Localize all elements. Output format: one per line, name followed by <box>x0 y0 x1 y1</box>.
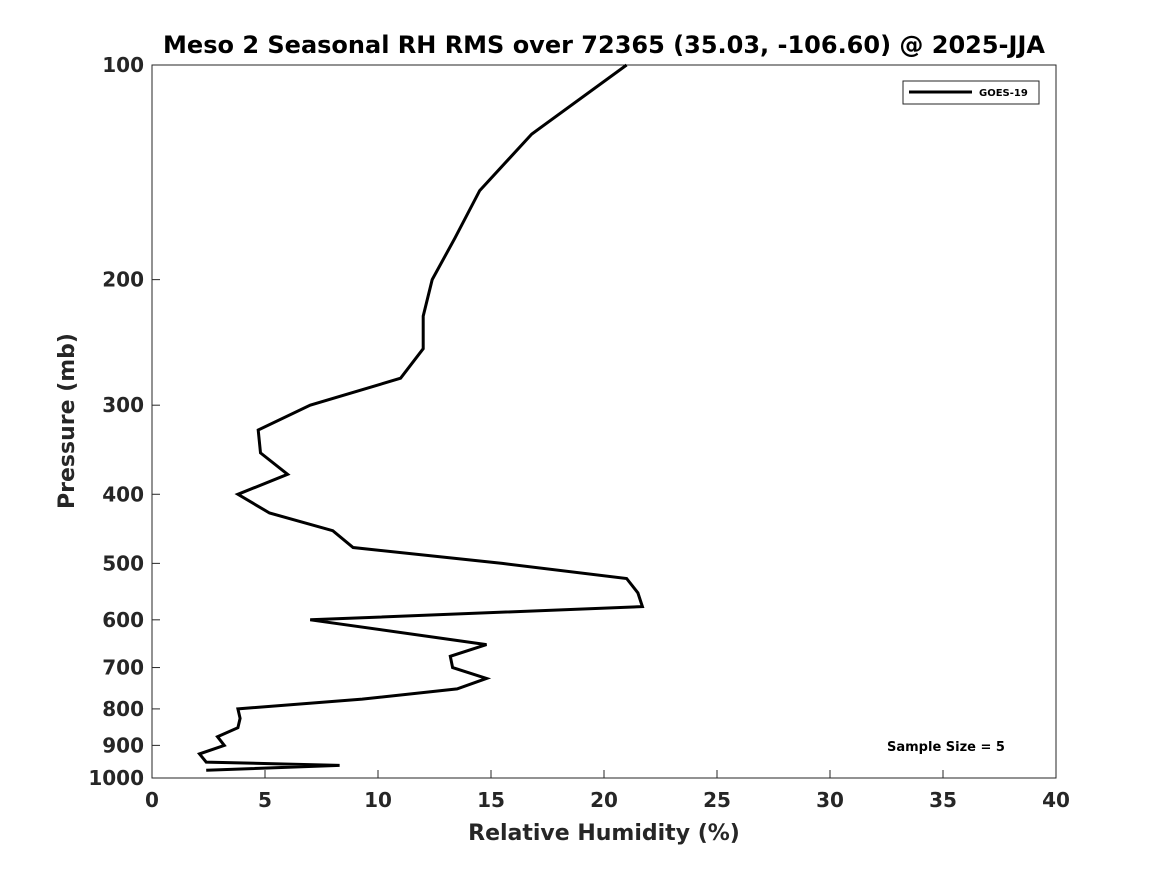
y-tick-label: 300 <box>102 393 144 417</box>
series-line-goes-19 <box>196 63 645 772</box>
x-tick-label: 0 <box>145 788 159 812</box>
y-axis-ticks: 100 200 300 400 500 600 700 800 900 1000 <box>88 53 160 790</box>
x-tick-label: 15 <box>477 788 505 812</box>
plot-area-frame <box>151 64 1057 779</box>
y-tick-label: 600 <box>102 608 144 632</box>
y-tick-label: 1000 <box>88 766 144 790</box>
x-tick-label: 25 <box>703 788 731 812</box>
x-tick-label: 5 <box>258 788 272 812</box>
legend: GOES-19 <box>902 80 1040 105</box>
y-tick-label: 200 <box>102 268 144 292</box>
y-axis-label: Pressure (mb) <box>55 333 80 509</box>
x-tick-label: 35 <box>929 788 957 812</box>
legend-label-goes-19: GOES-19 <box>979 88 1028 99</box>
y-tick-label: 900 <box>102 733 144 757</box>
x-tick-label: 30 <box>816 788 844 812</box>
y-tick-label: 500 <box>102 551 144 575</box>
chart-title: Meso 2 Seasonal RH RMS over 72365 (35.03… <box>163 31 1045 59</box>
sample-size-annotation: Sample Size = 5 <box>887 740 1005 755</box>
x-tick-label: 40 <box>1042 788 1070 812</box>
x-axis-label: Relative Humidity (%) <box>468 821 740 846</box>
x-tick-label: 10 <box>364 788 392 812</box>
y-tick-label: 100 <box>102 53 144 77</box>
y-tick-label: 800 <box>102 697 144 721</box>
y-tick-label: 700 <box>102 656 144 680</box>
x-axis-ticks: 0 5 10 15 20 25 30 35 40 <box>145 770 1070 812</box>
y-tick-label: 400 <box>102 482 144 506</box>
x-tick-label: 20 <box>590 788 618 812</box>
series-layer <box>196 63 645 772</box>
